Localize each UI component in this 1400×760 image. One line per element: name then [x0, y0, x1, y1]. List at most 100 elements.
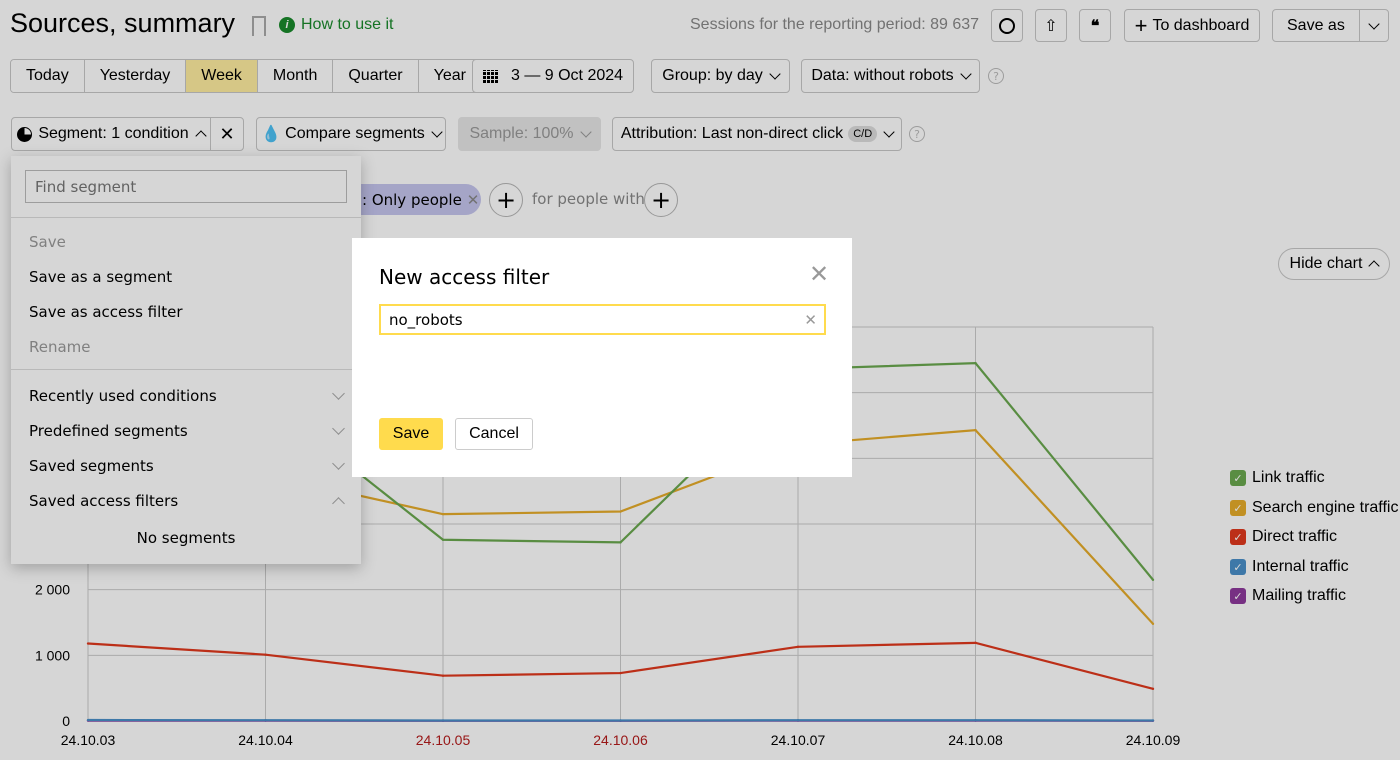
data-point — [1151, 578, 1155, 582]
save-as-button[interactable]: Save as — [1272, 9, 1389, 42]
sample-label: Sample: 100% — [469, 125, 574, 142]
data-point — [974, 641, 977, 645]
date-range-label: 3 — 9 Oct 2024 — [510, 67, 624, 84]
hide-chart-button[interactable]: Hide chart — [1278, 248, 1390, 280]
menu-item-save-as-segment[interactable]: Save as a segment — [29, 268, 173, 286]
section-saved-access-filters[interactable]: Saved access filters — [29, 492, 179, 510]
save-button[interactable]: Save — [379, 418, 443, 450]
data-point — [1151, 687, 1155, 691]
section-predefined-segments[interactable]: Predefined segments — [29, 422, 188, 440]
legend-internal-traffic[interactable]: ✓ Internal traffic — [1230, 558, 1349, 576]
close-icon: ✕ — [219, 123, 235, 144]
data-point — [619, 671, 622, 675]
checkbox-icon: ✓ — [1230, 470, 1246, 486]
y-tick-label: 1 000 — [35, 647, 70, 663]
data-filter-label: Data: without robots — [811, 67, 954, 84]
plus-icon: + — [650, 186, 672, 214]
x-tick-label: 24.10.08 — [948, 732, 1003, 748]
dialog-title: New access filter — [379, 265, 550, 289]
legend-label: Link traffic — [1252, 469, 1325, 486]
segment-button[interactable]: Segment: 1 condition — [11, 117, 211, 151]
menu-item-save[interactable]: Save — [29, 233, 66, 251]
data-point — [86, 718, 90, 722]
to-dashboard-label: To dashboard — [1152, 16, 1250, 34]
help-icon[interactable]: ? — [909, 126, 925, 142]
to-dashboard-button[interactable]: + To dashboard — [1124, 9, 1260, 42]
new-access-filter-dialog: New access filter ✕ ✕ Save Cancel — [352, 238, 852, 477]
group-label: Group: by day — [662, 67, 763, 84]
period-selector: Today Yesterday Week Month Quarter Year — [10, 59, 482, 93]
section-saved-segments[interactable]: Saved segments — [29, 457, 154, 475]
divider — [11, 369, 361, 370]
help-icon[interactable]: ? — [988, 68, 1004, 84]
legend-label: Mailing traffic — [1252, 587, 1346, 604]
data-point — [796, 645, 800, 648]
legend-direct-traffic[interactable]: ✓ Direct traffic — [1230, 528, 1337, 546]
share-icon: ⇧ — [1044, 17, 1058, 35]
data-point — [441, 512, 445, 516]
segment-label: Segment: 1 condition — [38, 125, 189, 142]
clock-icon — [999, 17, 1015, 34]
how-to-use-link[interactable]: i How to use it — [279, 16, 393, 34]
export-button[interactable]: ⇧ — [1035, 9, 1067, 42]
plus-icon: + — [1134, 12, 1148, 38]
add-people-condition-button[interactable]: + — [644, 183, 678, 217]
checkbox-icon: ✓ — [1230, 529, 1246, 545]
section-recently-used[interactable]: Recently used conditions — [29, 387, 217, 405]
plus-icon: + — [495, 186, 517, 214]
clear-input-icon[interactable]: ✕ — [804, 310, 817, 329]
date-range-button[interactable]: 3 — 9 Oct 2024 — [472, 59, 634, 93]
bookmark-icon[interactable] — [252, 16, 266, 36]
data-filter-dropdown[interactable]: Data: without robots — [801, 59, 980, 93]
pie-chart-icon — [17, 126, 33, 142]
legend-search-engine-traffic[interactable]: ✓ Search engine traffic — [1230, 499, 1398, 517]
data-point — [441, 674, 445, 677]
compare-segments-dropdown[interactable]: 💧 Compare segments — [256, 117, 446, 151]
period-yesterday[interactable]: Yesterday — [84, 60, 187, 92]
data-point — [619, 510, 622, 513]
filter-chip-label: : Only people — [362, 190, 462, 209]
feedback-button[interactable]: ❝ — [1079, 9, 1111, 42]
filter-chip[interactable]: : Only people ✕ — [340, 184, 481, 215]
x-tick-label: 24.10.03 — [61, 732, 116, 748]
add-condition-button[interactable]: + — [489, 183, 523, 217]
cancel-button[interactable]: Cancel — [455, 418, 533, 450]
close-dialog-button[interactable]: ✕ — [809, 260, 830, 288]
save-as-dropdown[interactable] — [1358, 10, 1388, 41]
y-tick-label: 0 — [62, 713, 70, 729]
page-title: Sources, summary — [10, 8, 236, 38]
period-week[interactable]: Week — [186, 60, 258, 92]
save-as-label: Save as — [1287, 16, 1345, 34]
hide-chart-label: Hide chart — [1289, 255, 1363, 272]
attribution-dropdown[interactable]: Attribution: Last non-direct click C/D — [612, 117, 902, 151]
data-point — [1151, 719, 1155, 722]
how-to-use-label: How to use it — [301, 16, 394, 33]
sample-dropdown[interactable]: Sample: 100% — [458, 117, 601, 151]
x-tick-label: 24.10.09 — [1126, 732, 1181, 748]
data-point — [441, 538, 445, 541]
clear-segment-button[interactable]: ✕ — [210, 117, 244, 151]
period-today[interactable]: Today — [11, 60, 85, 92]
attribution-badge: C/D — [848, 126, 878, 142]
menu-item-rename[interactable]: Rename — [29, 338, 91, 356]
checkbox-icon: ✓ — [1230, 559, 1246, 575]
legend-mailing-traffic[interactable]: ✓ Mailing traffic — [1230, 587, 1346, 605]
divider — [11, 217, 361, 218]
data-point — [264, 719, 267, 722]
period-quarter[interactable]: Quarter — [333, 60, 419, 92]
segment-dropdown-menu: Save Save as a segment Save as access fi… — [11, 156, 361, 564]
period-month[interactable]: Month — [257, 60, 334, 92]
remove-filter-icon[interactable]: ✕ — [466, 190, 480, 209]
group-dropdown[interactable]: Group: by day — [651, 59, 790, 93]
filter-name-input[interactable] — [381, 310, 805, 329]
data-point — [974, 719, 977, 722]
drops-icon: 💧 — [261, 126, 282, 143]
attribution-label: Attribution: Last non-direct click — [620, 125, 844, 142]
legend-link-traffic[interactable]: ✓ Link traffic — [1230, 469, 1325, 487]
data-point — [86, 642, 90, 645]
find-segment-input[interactable] — [25, 170, 347, 203]
data-point — [974, 428, 977, 432]
menu-item-save-as-access-filter[interactable]: Save as access filter — [29, 303, 183, 321]
history-button[interactable] — [991, 9, 1023, 42]
period-year[interactable]: Year — [418, 60, 481, 92]
